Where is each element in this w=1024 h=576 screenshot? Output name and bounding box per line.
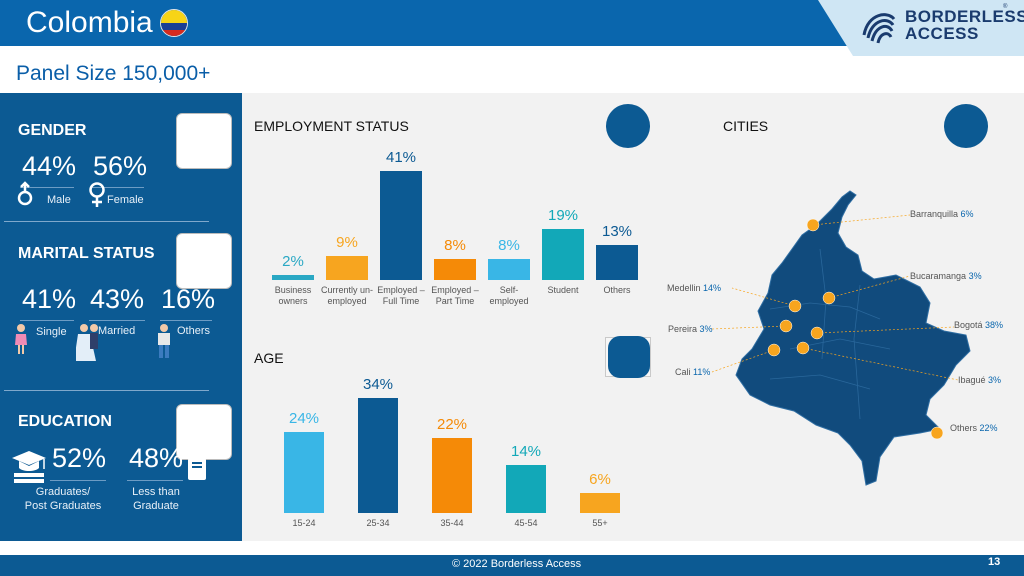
age-bar bbox=[358, 397, 398, 513]
registered-mark: ® bbox=[1003, 4, 1008, 10]
cities-decoration-circle bbox=[944, 104, 988, 148]
single-woman-icon bbox=[15, 324, 27, 354]
employment-decoration-circle bbox=[606, 104, 650, 148]
employment-bar bbox=[272, 274, 314, 280]
charts-area: EMPLOYMENT STATUS CITIES AGE 2% Business … bbox=[242, 93, 1024, 541]
ibague-marker bbox=[796, 341, 810, 355]
logo-background bbox=[818, 0, 1024, 56]
employment-bar bbox=[380, 170, 422, 280]
employment-value-label: 41% bbox=[385, 148, 417, 166]
city-label-cali: Cali 11% bbox=[675, 367, 711, 377]
employment-category-label: Student bbox=[547, 285, 579, 295]
pereira-marker bbox=[779, 319, 793, 333]
bucaramanga-marker bbox=[822, 291, 836, 305]
barranquilla-marker bbox=[806, 218, 820, 232]
age-category-label: 55+ bbox=[592, 518, 608, 528]
others-city-marker bbox=[930, 426, 944, 440]
married-percent: 43% bbox=[90, 284, 145, 314]
employment-category-label: Employed – Full Time bbox=[377, 285, 425, 306]
others-label: Others bbox=[177, 325, 211, 337]
age-bar bbox=[284, 431, 324, 513]
employment-bar bbox=[488, 258, 530, 280]
age-value-label: 6% bbox=[589, 470, 611, 488]
page-number: 13 bbox=[988, 556, 1001, 568]
female-percent: 56% bbox=[93, 151, 148, 181]
married-couple-icon bbox=[76, 324, 98, 361]
others-person-icon bbox=[158, 324, 170, 358]
age-placeholder-box bbox=[605, 336, 651, 378]
employment-value-label: 8% bbox=[498, 236, 520, 254]
age-bar bbox=[432, 438, 472, 513]
age-bar bbox=[506, 465, 546, 513]
graduates-percent: 52% bbox=[52, 443, 107, 473]
medellin-marker bbox=[788, 299, 802, 313]
education-title: EDUCATION bbox=[18, 413, 112, 430]
age-title: AGE bbox=[254, 350, 284, 366]
age-category-label: 25-34 bbox=[366, 518, 390, 528]
demographics-panel: GENDER 44% 56% Male Female MARITAL STATU… bbox=[0, 93, 242, 541]
single-label: Single bbox=[36, 326, 67, 338]
panel-size-title: Panel Size 150,000+ bbox=[16, 62, 211, 85]
graduates-label: Graduates/Post Graduates bbox=[24, 486, 102, 512]
employment-category-label: Currently un-employed bbox=[320, 285, 374, 306]
age-bar bbox=[580, 492, 620, 513]
city-label-pereira: Pereira 3% bbox=[668, 324, 713, 334]
age-value-label: 24% bbox=[288, 409, 320, 427]
male-percent: 44% bbox=[22, 151, 77, 181]
book-icon bbox=[188, 458, 206, 480]
male-label: Male bbox=[47, 194, 71, 206]
age-category-label: 45-54 bbox=[514, 518, 538, 528]
employment-status-title: EMPLOYMENT STATUS bbox=[254, 118, 409, 134]
employment-bar bbox=[542, 229, 584, 280]
others-percent: 16% bbox=[161, 284, 216, 314]
age-value-label: 14% bbox=[510, 443, 542, 461]
married-label: Married bbox=[98, 325, 136, 337]
city-label-bogota: Bogotá 38% bbox=[954, 320, 1004, 330]
borderless-access-logo-icon bbox=[859, 6, 899, 46]
employment-value-label: 8% bbox=[444, 236, 466, 254]
employment-value-label: 9% bbox=[336, 234, 358, 251]
city-label-others: Others 22% bbox=[950, 423, 998, 433]
female-icon bbox=[89, 182, 105, 207]
copyright-text: © 2022 Borderless Access bbox=[452, 558, 582, 570]
marital-status-title: MARITAL STATUS bbox=[18, 245, 155, 262]
employment-bar bbox=[596, 245, 638, 280]
age-category-label: 35-44 bbox=[440, 518, 464, 528]
graduation-cap-icon bbox=[12, 451, 46, 483]
employment-category-label: Others bbox=[603, 285, 631, 295]
age-category-label: 15-24 bbox=[292, 518, 316, 528]
city-label-bucaramanga: Bucaramanga 3% bbox=[910, 271, 982, 281]
colombia-flag-icon bbox=[160, 9, 188, 37]
marital-placeholder-icon bbox=[176, 233, 232, 289]
single-percent: 41% bbox=[22, 284, 77, 314]
city-label-medellin: Medellin 14% bbox=[667, 283, 722, 293]
employment-value-label: 2% bbox=[282, 252, 304, 270]
page-title: Colombia bbox=[26, 6, 153, 39]
less-than-graduate-percent: 48% bbox=[129, 443, 184, 473]
gender-placeholder-icon bbox=[176, 113, 232, 169]
city-label-ibague: Ibagué 3% bbox=[958, 375, 1002, 385]
age-value-label: 22% bbox=[436, 416, 468, 434]
cities-title: CITIES bbox=[723, 118, 769, 134]
employment-value-label: 19% bbox=[547, 207, 579, 225]
education-placeholder-icon bbox=[176, 404, 232, 460]
employment-category-label: Self-employed bbox=[489, 285, 529, 306]
male-icon bbox=[17, 181, 33, 206]
female-label: Female bbox=[107, 194, 144, 206]
gender-title: GENDER bbox=[18, 122, 87, 139]
cali-marker bbox=[767, 343, 781, 357]
city-markers bbox=[711, 214, 959, 440]
bogota-marker bbox=[810, 326, 824, 340]
footer-bar bbox=[0, 555, 1024, 576]
employment-value-label: 13% bbox=[601, 223, 633, 241]
employment-category-label: Employed – Part Time bbox=[431, 285, 479, 306]
employment-bar bbox=[326, 256, 368, 280]
employment-bar bbox=[434, 258, 476, 280]
employment-category-label: Business owners bbox=[274, 285, 312, 306]
age-value-label: 34% bbox=[362, 375, 394, 393]
city-label-barranquilla: Barranquilla 6% bbox=[910, 209, 974, 219]
logo-text: BORDERLESS ACCESS bbox=[905, 7, 1024, 43]
less-than-graduate-label: Less than Graduate bbox=[132, 486, 180, 512]
